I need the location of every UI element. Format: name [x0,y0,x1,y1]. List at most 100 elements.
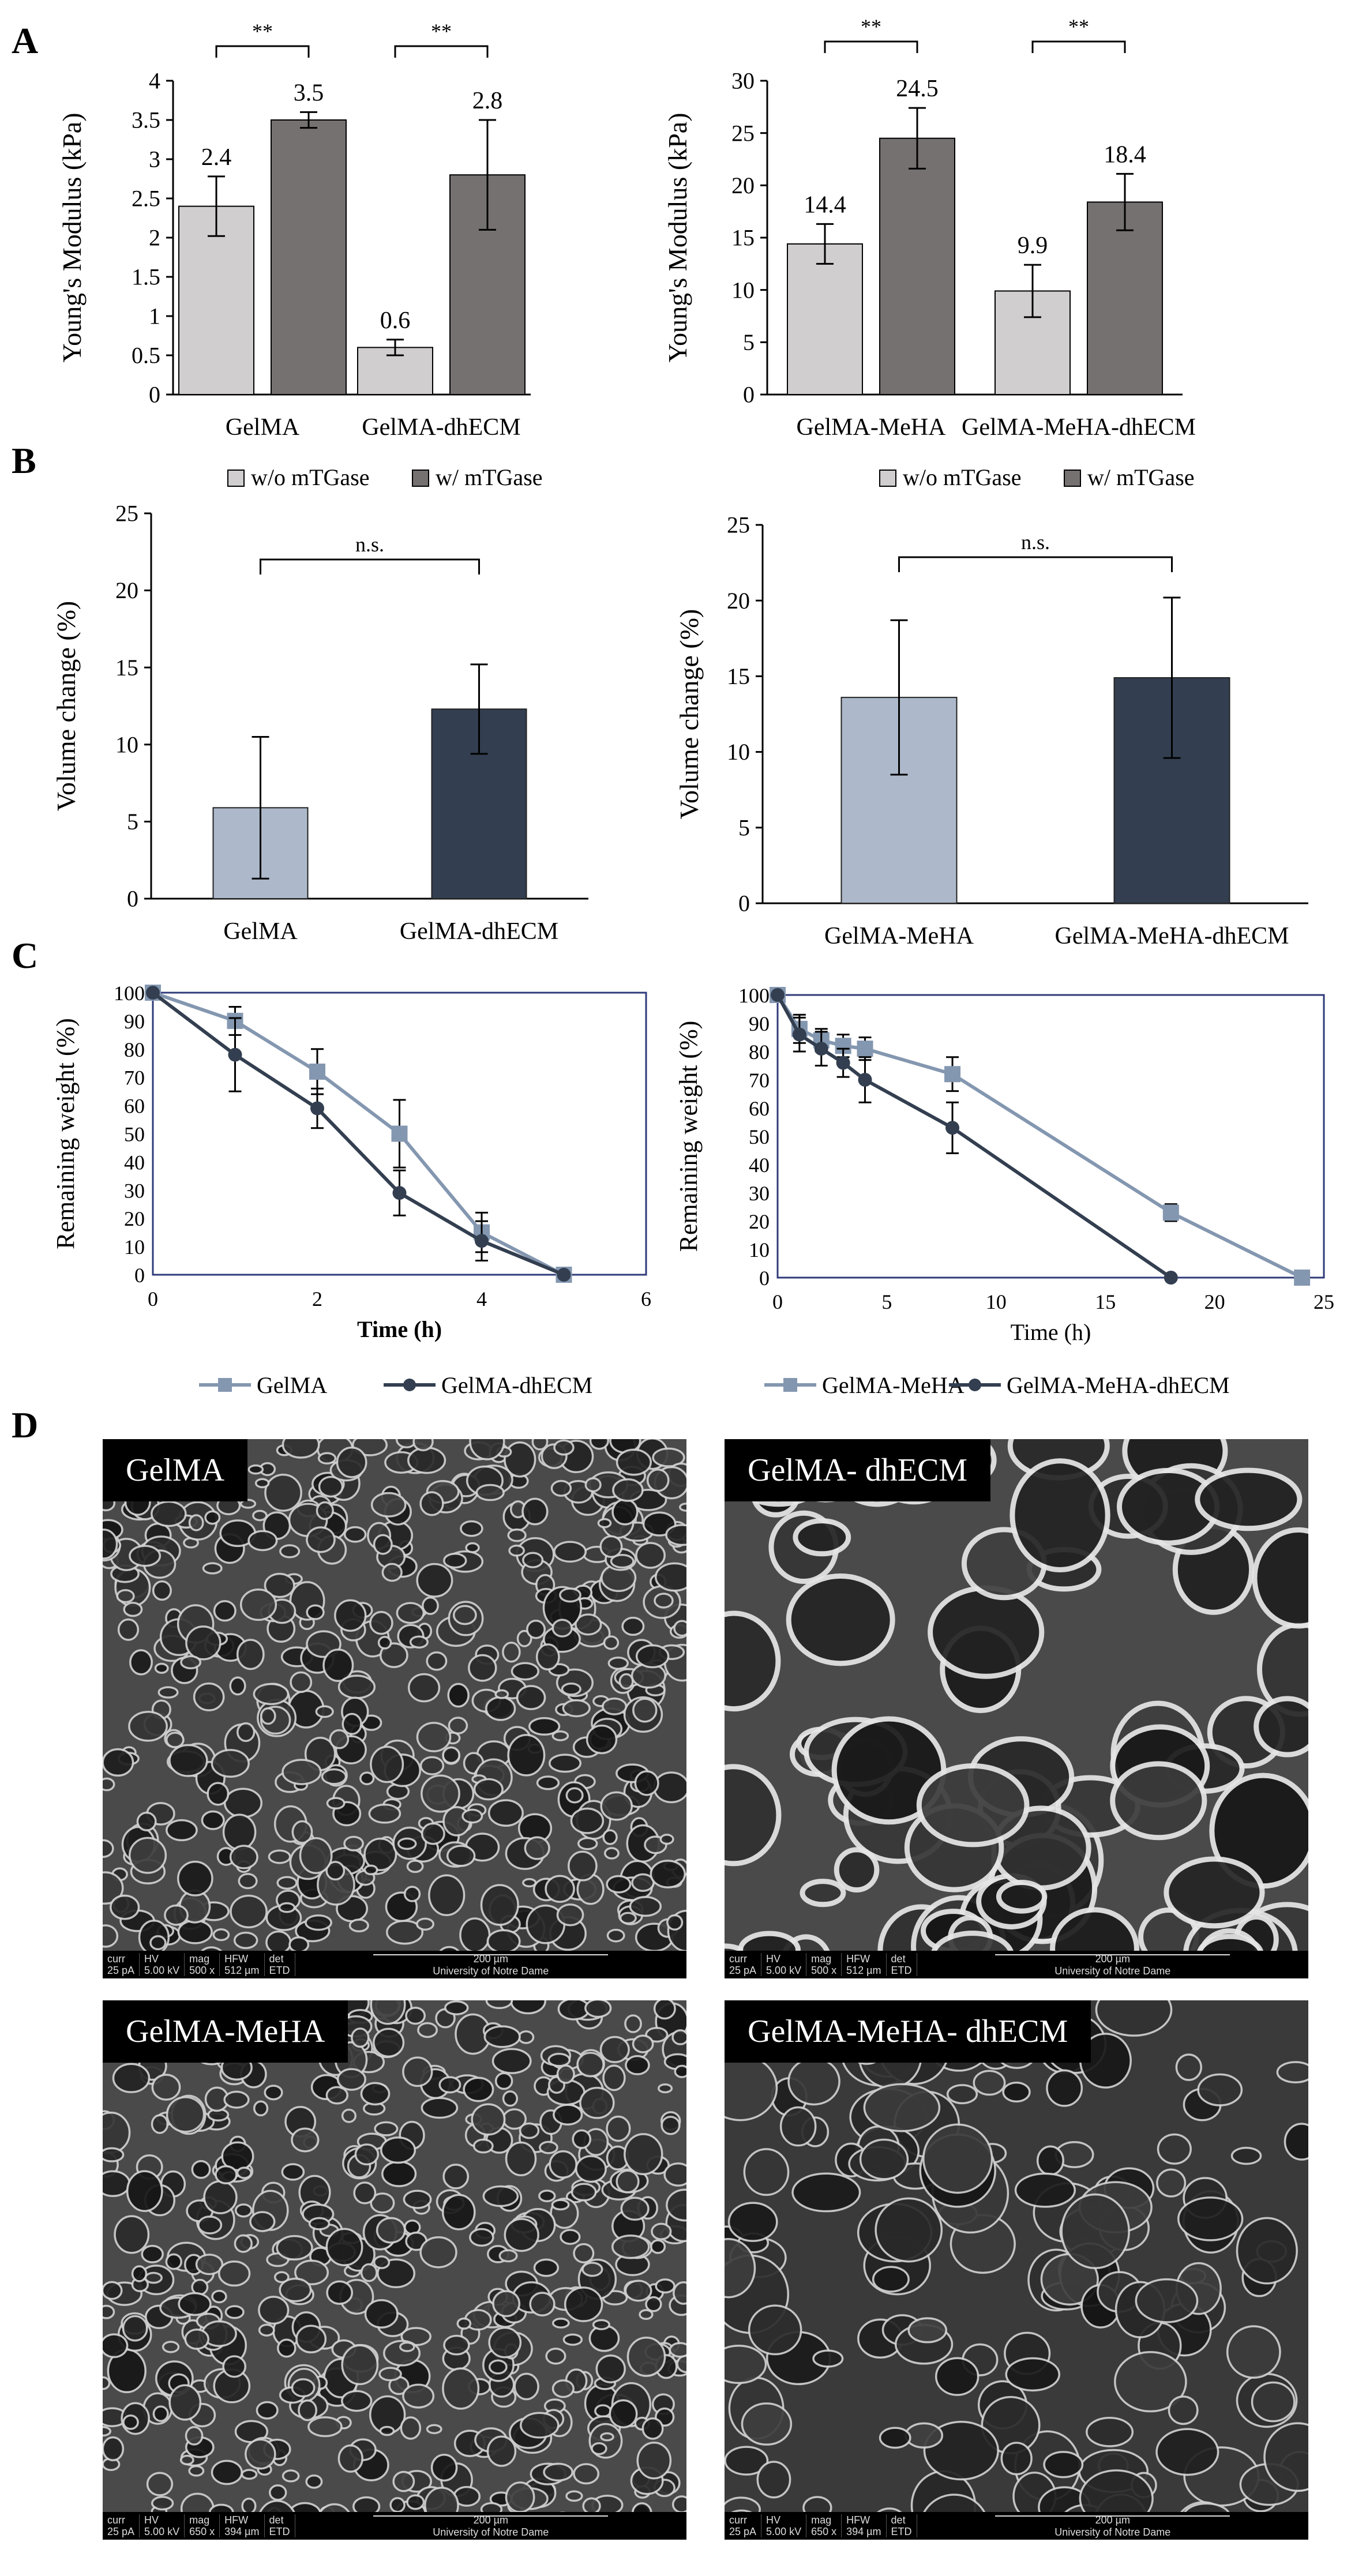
sem-pore [1254,1696,1308,1758]
sem-pore [110,1894,140,1920]
sem-pore [305,2474,323,2489]
sem-pore [211,1749,250,1778]
sem-pore [379,1642,408,1668]
sem-pore [575,2155,607,2183]
sem-pore [725,2446,769,2476]
sem-pore [188,2465,205,2477]
sem-pore [180,1655,202,1670]
sem-pore [507,1528,527,1542]
y-axis-label: Remaining weight (%) [674,1021,703,1252]
sem-pore [743,2148,790,2196]
sem-pore [572,2129,592,2149]
sem-pore [103,1748,134,1777]
sem-info-curr: curr 25 pA [103,1953,140,1976]
sem-pore [202,1562,223,1575]
sem-pore [651,2222,672,2240]
sem-info-value: ETD [269,1965,290,1976]
sem-pore [521,1497,549,1526]
sem-info-header: HV [766,2514,781,2526]
sem-info-value: ETD [269,2526,290,2537]
sem-pore [624,2280,652,2302]
bar-gelma-with-mtgase [271,119,347,395]
sem-pore [786,1573,895,1666]
sem-pore [166,2096,205,2133]
sem-pore [195,2254,224,2275]
sem-pore [337,1674,376,1699]
sem-pore [426,2424,442,2435]
sem-pore [381,2160,417,2187]
sem-pore [168,1744,208,1777]
sem-pore [543,2462,573,2482]
sem-pore [1014,2172,1076,2208]
sem-pore [326,1797,346,1810]
sem-pore [639,2309,654,2320]
sem-pore [374,2121,399,2136]
sem-pore [907,2317,948,2344]
sem-pore [442,2164,470,2190]
sem-image-gelma: GelMA curr 25 pA HV 5.00 kV mag 500 x HFW 512 µm… [103,1439,686,1978]
point-gelma-dhecm [228,1047,242,1062]
y-tick-label: 70 [749,1069,770,1092]
sem-pore [203,2180,238,2214]
sem-info-header: mag [189,1953,210,1965]
sem-pore [197,2215,223,2235]
point-gelma [391,1125,408,1142]
sem-pore [916,1763,1030,1847]
sem-pore [834,1847,880,1893]
sem-pore [213,1600,237,1622]
sem-pore [1263,2422,1308,2492]
y-tick-label: 40 [124,1151,145,1174]
sem-pore [103,2170,131,2198]
sem-pore [650,1860,686,1888]
sem-pore [653,2000,676,2020]
sem-pore [236,2166,252,2179]
sem-pore [606,1928,625,1943]
sem-pore [659,1834,674,1845]
sem-pore [252,1509,268,1522]
sem-pore [787,2057,840,2106]
sem-pore [641,2417,664,2440]
sem-pore [149,1935,167,1951]
sem-pore [421,1822,445,1845]
sem-pore [157,1686,179,1699]
y-axis-label: Volume change (%) [674,609,704,819]
sem-pore [253,1683,290,1706]
point-gelma-meha-dhecm [858,1073,872,1087]
sem-pore [779,2106,817,2147]
significance-bracket [898,556,1173,572]
sem-pore [550,1479,572,1497]
organization-label: University of Notre Dame [1054,2526,1171,2538]
sem-pore [1005,2357,1061,2392]
sem-pore [553,1439,575,1456]
sem-pore [363,1837,397,1872]
significance-label: ** [861,15,881,38]
sem-pore [800,1879,846,1907]
sem-pore [305,1914,332,1931]
sem-pore [872,2266,910,2293]
sem-info-curr: curr 25 pA [103,2514,140,2537]
y-tick-label: 1 [149,303,160,329]
bar-gelma-meha-with-mtgase [879,137,955,395]
sem-pore [1095,2000,1173,2037]
sem-pore [128,1711,168,1742]
sem-pore [601,1698,628,1715]
sem-pore [144,2271,163,2284]
sem-pore [666,1914,684,1931]
sem-pore [128,1837,167,1874]
sem-pore [551,2199,570,2211]
y-tick-label: 60 [749,1097,770,1120]
sem-pore [164,1904,189,1926]
y-tick-label: 90 [749,1012,770,1035]
sem-pore [483,2025,521,2048]
sem-pore [551,2379,575,2398]
y-tick-label: 30 [731,68,755,94]
x-tick-label: 5 [881,1290,892,1313]
sem-pore [545,1875,575,1903]
sem-pore [565,1787,584,1804]
sem-pore [559,1587,581,1603]
sem-pore [258,2296,290,2325]
sem-pore [204,1510,221,1525]
sem-pore [417,2022,438,2038]
y-tick-label: 10 [124,1236,145,1259]
panel-label-b: B [12,440,36,481]
